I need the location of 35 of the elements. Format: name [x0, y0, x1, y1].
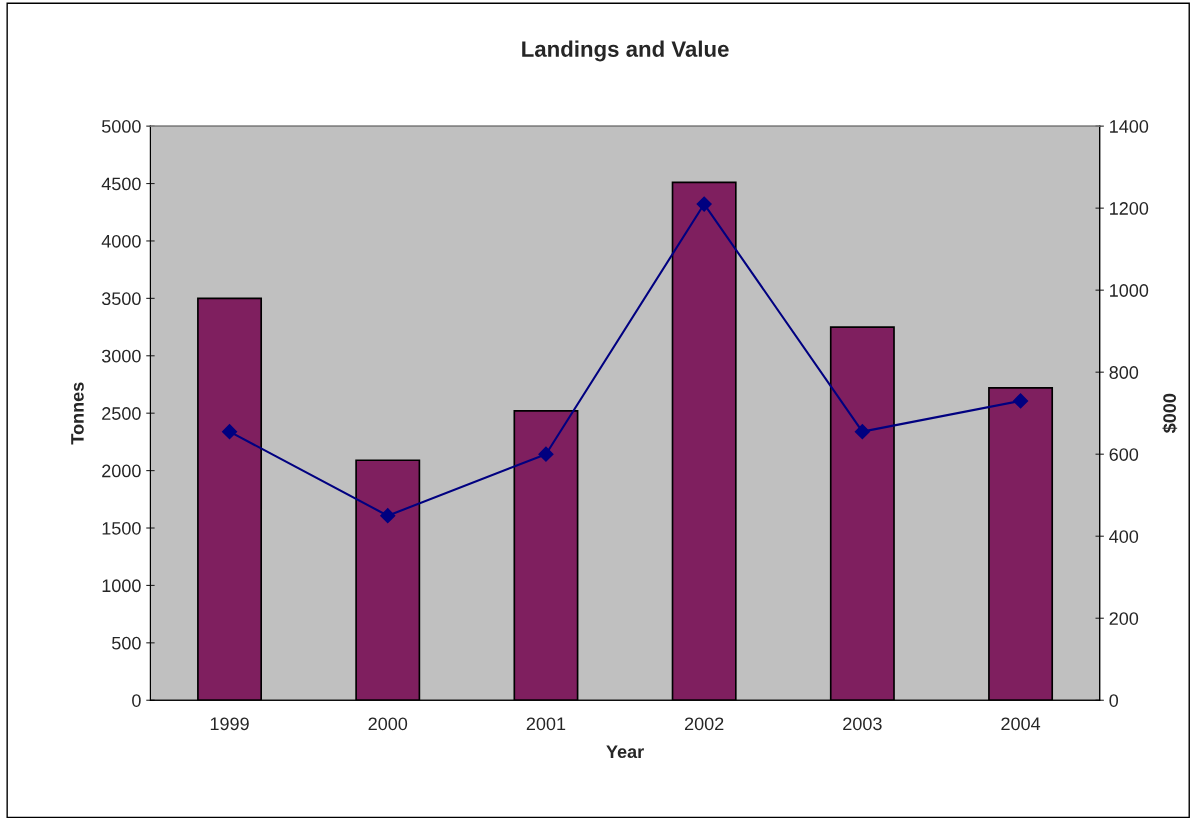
y-tick-label: 2000 — [102, 464, 141, 478]
x-tick-label: 2001 — [526, 717, 566, 731]
point — [696, 196, 712, 212]
y2-tick-label: 800 — [1109, 366, 1139, 379]
y-tick-label: 0 — [132, 694, 141, 707]
y2-tick-label: 400 — [1109, 530, 1139, 543]
x-axis-title: Year — [606, 745, 644, 759]
x-tick-label: 2000 — [368, 717, 408, 731]
y-tick-label: 1500 — [102, 521, 141, 535]
x-tick-label: 1999 — [210, 717, 249, 731]
point — [538, 446, 554, 462]
y2-axis-title: $000 — [1162, 393, 1178, 434]
point — [380, 508, 396, 524]
x-tick-label: 2004 — [1001, 717, 1041, 731]
y-tick-label: 500 — [112, 636, 141, 650]
y2-tick-label: 1200 — [1110, 202, 1149, 215]
y-tick-label: 4000 — [101, 234, 141, 248]
x-tick-label: 2002 — [684, 717, 724, 731]
y-axis-title: Tonnes — [71, 382, 84, 445]
point — [1013, 393, 1029, 409]
y-tick-label: 2500 — [102, 407, 141, 420]
y-tick-label: 3500 — [101, 292, 141, 306]
x-tick-label: 2003 — [843, 717, 882, 731]
y2-tick-label: 1400 — [1110, 120, 1149, 133]
y2-tick-label: 600 — [1109, 448, 1139, 461]
point — [221, 424, 238, 440]
y-tick-label: 4500 — [101, 177, 141, 191]
y-tick-label: 1000 — [102, 579, 141, 593]
y-tick-label: 3000 — [101, 349, 141, 363]
y2-tick-label: 200 — [1109, 612, 1139, 625]
point — [854, 424, 870, 440]
y2-tick-label: 0 — [1109, 694, 1119, 707]
y-tick-label: 5000 — [101, 120, 141, 133]
y2-tick-label: 1000 — [1110, 284, 1149, 297]
chart-title: Landings and Value — [522, 40, 729, 62]
